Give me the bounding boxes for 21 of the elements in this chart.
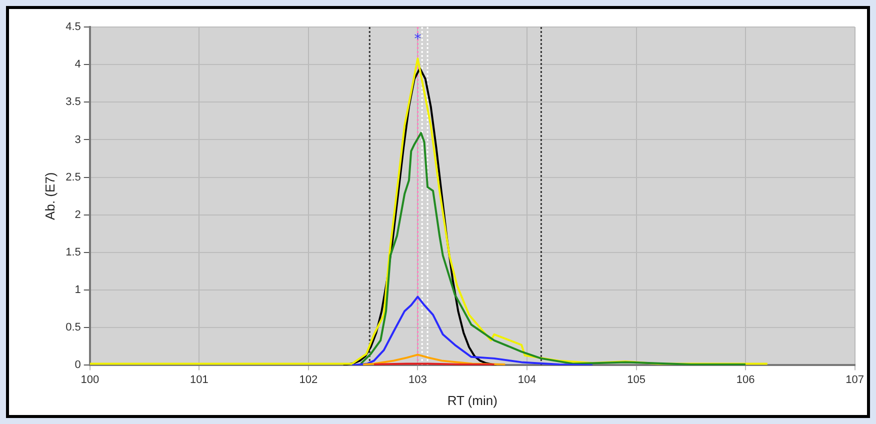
x-tick-label: 102: [299, 374, 318, 386]
x-tick-label: 104: [518, 374, 536, 386]
x-tick-label: 103: [408, 374, 427, 386]
y-tick-label: 3: [74, 134, 81, 146]
y-tick-label: 0: [74, 359, 81, 372]
y-tick-label: 0.5: [66, 322, 81, 334]
x-tick-label: 100: [80, 374, 100, 386]
x-axis-title: RT (min): [447, 392, 498, 408]
y-tick-label: 3.5: [66, 96, 81, 108]
y-tick-label: 2: [74, 208, 81, 221]
x-tick-label: 106: [736, 374, 755, 386]
y-axis-title: Ab. (E7): [42, 172, 58, 220]
y-tick-label: 2.5: [66, 171, 81, 184]
y-tick-label: 1: [74, 284, 81, 296]
x-tick-label: 101: [190, 374, 208, 386]
y-tick-label: 4: [74, 58, 81, 71]
x-tick-label: 105: [627, 374, 646, 386]
y-tick-label: 1.5: [66, 246, 81, 258]
y-tick-label: 4.5: [66, 21, 81, 34]
annotation: *: [414, 31, 422, 48]
x-tick-label: 107: [846, 374, 864, 386]
